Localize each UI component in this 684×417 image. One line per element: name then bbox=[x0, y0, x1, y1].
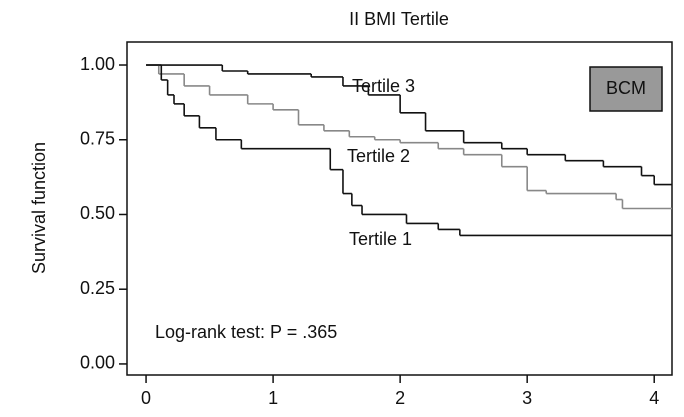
series-label: Tertile 2 bbox=[347, 146, 410, 166]
y-axis-label: Survival function bbox=[29, 142, 49, 274]
x-tick-label: 2 bbox=[395, 388, 405, 408]
x-tick-label: 0 bbox=[141, 388, 151, 408]
chart-title: II BMI Tertile bbox=[349, 9, 449, 29]
label-box bbox=[589, 66, 663, 112]
y-tick-label: 0.00 bbox=[80, 353, 115, 373]
y-tick-label: 0.50 bbox=[80, 203, 115, 223]
x-tick-label: 1 bbox=[268, 388, 278, 408]
x-tick-label: 4 bbox=[649, 388, 659, 408]
series-label: Tertile 1 bbox=[349, 229, 412, 249]
y-tick-label: 1.00 bbox=[80, 54, 115, 74]
y-tick-label: 0.25 bbox=[80, 278, 115, 298]
annotation: Log-rank test: P = .365 bbox=[155, 322, 337, 342]
x-tick-label: 3 bbox=[522, 388, 532, 408]
y-tick-label: 0.75 bbox=[80, 128, 115, 148]
series-label: Tertile 3 bbox=[352, 76, 415, 96]
box-label: BCM bbox=[606, 78, 646, 98]
